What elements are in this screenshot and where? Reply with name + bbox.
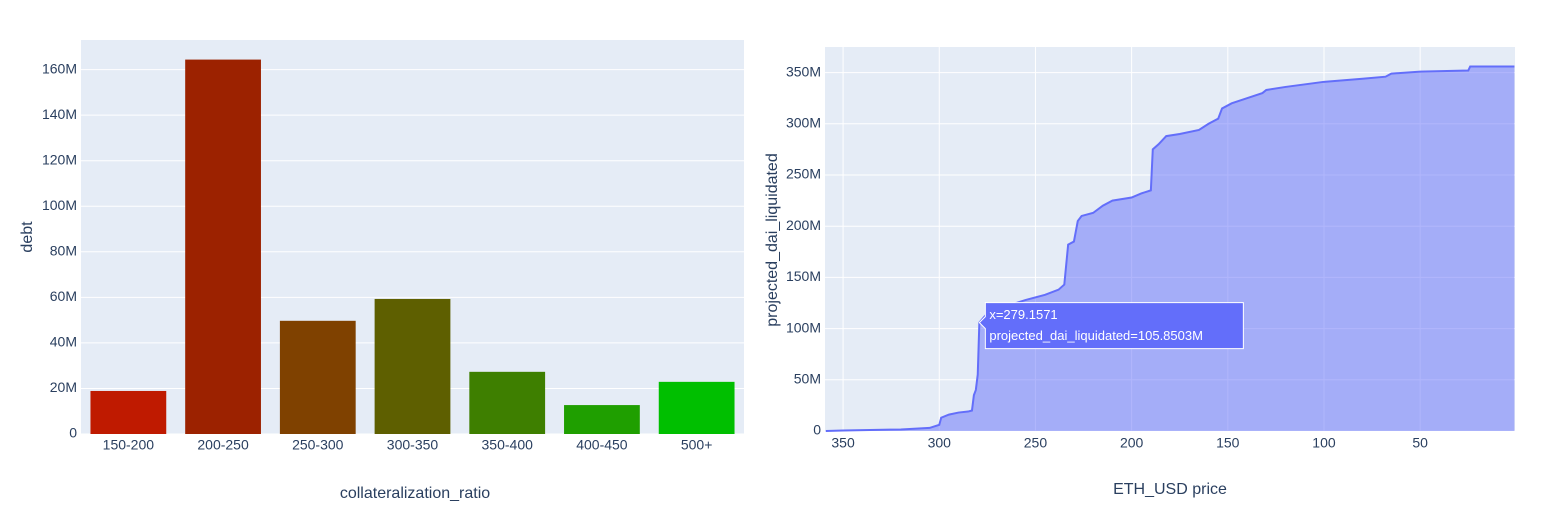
y-tick-label: 20M — [50, 379, 77, 395]
x-tick-label: 200 — [1120, 435, 1144, 451]
bar — [279, 320, 356, 434]
bar — [374, 298, 451, 434]
hover-box — [978, 302, 1244, 350]
x-tick-label: 400-450 — [576, 437, 628, 453]
y-tick-label: 60M — [50, 288, 77, 304]
bar — [658, 381, 735, 434]
bar — [564, 405, 640, 434]
y-tick-label: 0 — [813, 422, 821, 438]
y-tick-label: 150M — [786, 268, 821, 284]
x-axis-title: collateralization_ratio — [340, 485, 490, 502]
hover-text: projected_dai_liquidated=105.8503M — [989, 328, 1203, 343]
hover-text: x=279.1571 — [989, 307, 1057, 322]
y-axis-title: projected_dai_liquidated — [764, 153, 781, 326]
y-tick-label: 250M — [786, 166, 821, 182]
chart: 0 50M 100M 150M 200M 250M 300M 350M ETH_USD pric… — [764, 47, 1515, 498]
y-tick-label: 160M — [42, 60, 77, 76]
y-tick-label: 200M — [786, 217, 821, 233]
y-tick-label: 300M — [786, 115, 821, 131]
x-tick-label: 500+ — [681, 437, 713, 453]
x-axis-title: ETH_USD price — [1113, 481, 1227, 498]
area-line — [825, 65, 1515, 432]
x-tick-label: 100 — [1312, 435, 1336, 451]
bar — [185, 59, 261, 435]
y-tick-label: 140M — [42, 106, 77, 122]
chart: 0 20M 40M 60M 80M 100M 120M 140M 160M collaterali… — [19, 40, 744, 502]
bar — [90, 390, 167, 434]
x-tick-label: 200-250 — [197, 437, 249, 453]
y-tick-label: 80M — [50, 243, 77, 259]
x-tick-label: 150 — [1216, 435, 1240, 451]
y-tick-label: 100M — [786, 319, 821, 335]
x-tick-label: 250 — [1024, 435, 1048, 451]
bar — [469, 371, 546, 434]
y-tick-label: 0 — [69, 425, 77, 441]
x-tick-label: 300-350 — [387, 437, 439, 453]
x-tick-label: 350 — [831, 435, 855, 451]
x-tick-label: 250-300 — [292, 437, 344, 453]
y-tick-label: 40M — [50, 334, 77, 350]
x-tick-label: 150-200 — [103, 437, 155, 453]
y-tick-label: 100M — [42, 197, 77, 213]
y-axis-title: debt — [19, 221, 36, 253]
x-tick-label: 350-400 — [482, 437, 534, 453]
y-tick-label: 50M — [794, 371, 821, 387]
x-tick-label: 300 — [928, 435, 952, 451]
y-tick-label: 350M — [786, 63, 821, 79]
y-tick-label: 120M — [42, 151, 77, 167]
hover-label: x=279.1571 projected_dai_liquidated=105.8… — [978, 302, 1244, 350]
x-tick-label: 50 — [1412, 435, 1428, 451]
